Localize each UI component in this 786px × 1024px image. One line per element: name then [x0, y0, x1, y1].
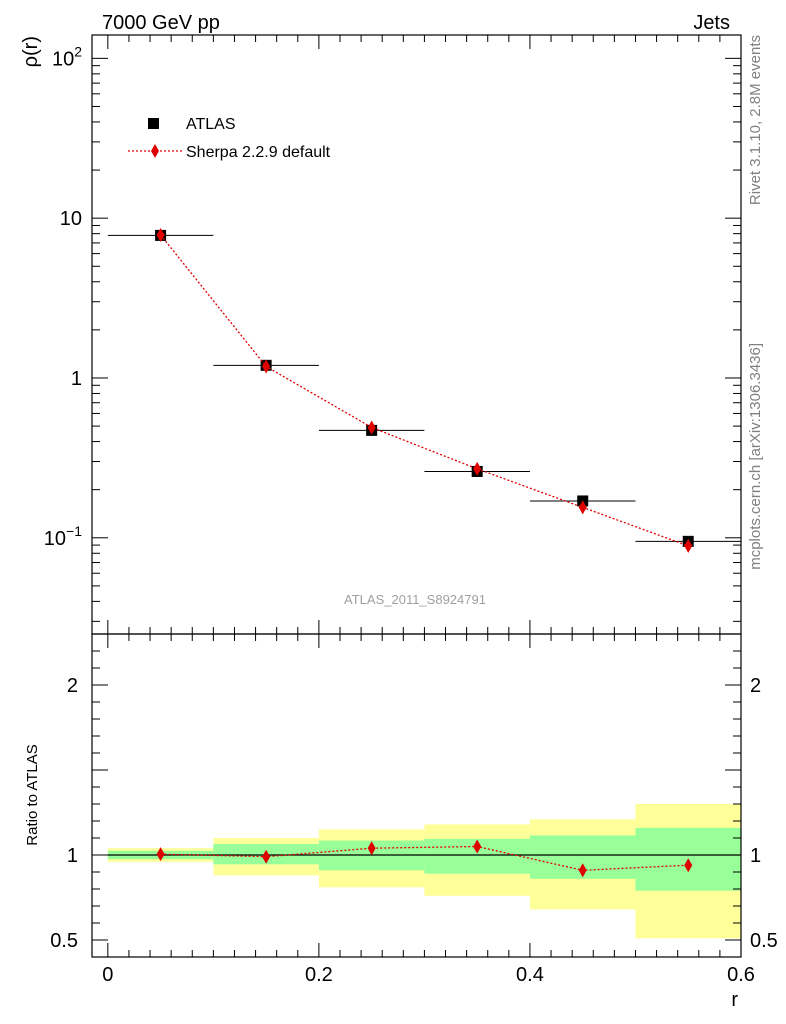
- ratio-mc-point: [156, 847, 165, 862]
- header-left-label: 7000 GeV pp: [102, 12, 220, 34]
- mc-point: [367, 420, 376, 435]
- legend: ATLAS Sherpa 2.2.9 default: [128, 116, 331, 161]
- y-tick-label: 2: [67, 675, 78, 697]
- ratio-mc-point: [578, 863, 587, 878]
- legend-mc-marker: [151, 144, 159, 158]
- y-tick-label-right: 1: [750, 845, 761, 867]
- main-ylabel: ρ(r): [20, 36, 42, 67]
- y-tick-label: 10−1: [44, 523, 82, 550]
- y-tick-label-right: 2: [750, 675, 761, 697]
- legend-data-marker: [148, 118, 159, 129]
- side-text-upper: Rivet 3.1.10, 2.8M events: [747, 35, 764, 205]
- x-tick-label: 0: [102, 964, 113, 986]
- ratio-mc-point: [262, 849, 271, 864]
- y-tick-label-base: 10: [44, 528, 66, 550]
- y-tick-label-base: 10: [60, 208, 82, 230]
- y-tick-label: 1: [67, 845, 78, 867]
- ratio-panel: 0 0.2 0.4 0.6 0.5 0.5 1 1 2 2: [50, 633, 778, 986]
- header-right-label: Jets: [693, 12, 730, 34]
- ratio-frame: [91, 633, 742, 958]
- ratio-mc-point: [473, 839, 482, 854]
- y-tick-label-base: 10: [52, 48, 74, 70]
- x-tick-label: 0.2: [305, 964, 333, 986]
- ratio-mc-point: [367, 841, 376, 856]
- legend-data-label: ATLAS: [186, 116, 236, 133]
- y-tick-label: 102: [52, 43, 82, 70]
- x-tick-label: 0.6: [727, 964, 755, 986]
- watermark-label: ATLAS_2011_S8924791: [344, 592, 486, 607]
- mc-point: [156, 227, 165, 242]
- y-tick-label-base: 1: [71, 368, 82, 390]
- mc-point: [473, 461, 482, 476]
- y-tick-label-right: 0.5: [750, 930, 778, 952]
- side-text-lower: mcplots.cern.ch [arXiv:1306.3436]: [747, 343, 764, 570]
- mc-point: [262, 359, 271, 374]
- y-tick-label: 10: [60, 208, 82, 230]
- x-tick-label: 0.4: [516, 964, 544, 986]
- mc-line: [160, 234, 689, 547]
- mc-point: [578, 500, 587, 515]
- ratio-ylabel: Ratio to ATLAS: [24, 744, 41, 845]
- legend-mc-label: Sherpa 2.2.9 default: [186, 144, 331, 161]
- y-tick-label-exponent: 2: [74, 43, 82, 59]
- y-tick-label-exponent: −1: [66, 523, 82, 539]
- y-tick-label: 1: [71, 368, 82, 390]
- y-tick-label: 0.5: [50, 930, 78, 952]
- ratio-xlabel: r: [731, 989, 738, 1011]
- ratio-mc-line: [160, 845, 689, 871]
- mc-point: [684, 538, 693, 553]
- ratio-mc-point: [684, 858, 693, 873]
